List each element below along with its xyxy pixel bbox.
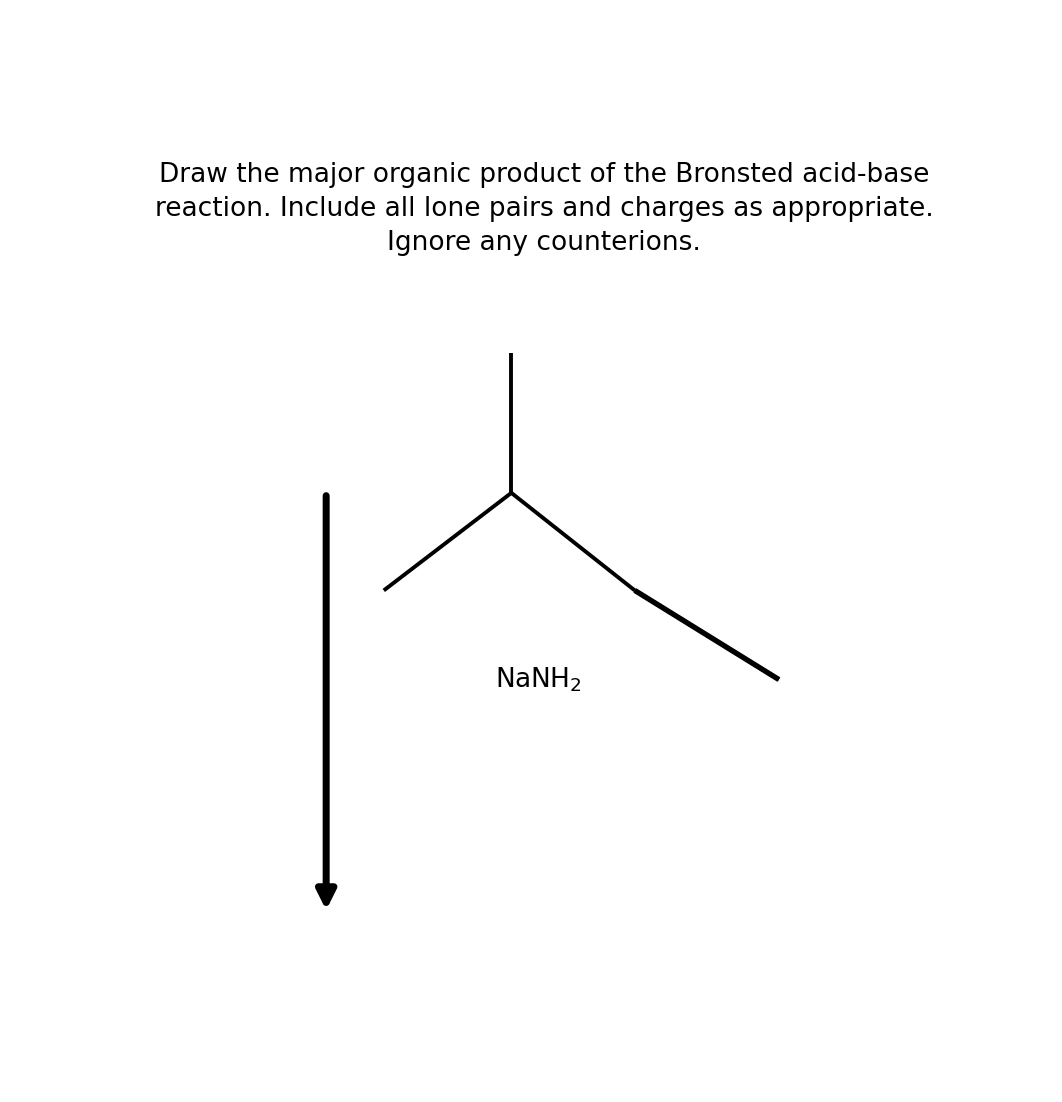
Text: Draw the major organic product of the Bronsted acid-base
reaction. Include all l: Draw the major organic product of the Br…: [155, 162, 933, 256]
Text: NaNH$_2$: NaNH$_2$: [495, 666, 582, 694]
